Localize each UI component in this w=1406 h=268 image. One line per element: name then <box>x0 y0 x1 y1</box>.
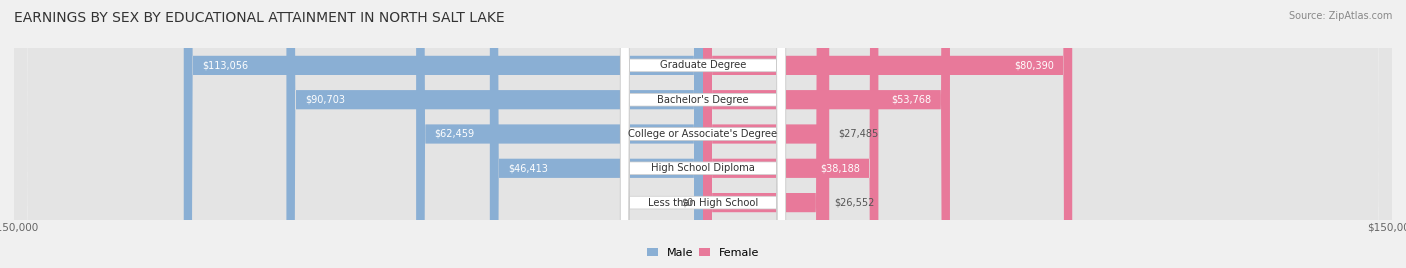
Text: Less than High School: Less than High School <box>648 198 758 208</box>
FancyBboxPatch shape <box>184 0 703 268</box>
FancyBboxPatch shape <box>489 0 703 268</box>
FancyBboxPatch shape <box>14 0 1392 268</box>
FancyBboxPatch shape <box>703 0 879 268</box>
FancyBboxPatch shape <box>620 0 786 268</box>
FancyBboxPatch shape <box>620 0 786 268</box>
Text: $80,390: $80,390 <box>1014 60 1054 70</box>
FancyBboxPatch shape <box>703 0 830 268</box>
Text: $62,459: $62,459 <box>434 129 475 139</box>
Text: $53,768: $53,768 <box>891 95 932 105</box>
FancyBboxPatch shape <box>620 0 786 268</box>
Text: Bachelor's Degree: Bachelor's Degree <box>657 95 749 105</box>
FancyBboxPatch shape <box>416 0 703 268</box>
Text: $26,552: $26,552 <box>834 198 875 208</box>
FancyBboxPatch shape <box>703 0 950 268</box>
Text: College or Associate's Degree: College or Associate's Degree <box>628 129 778 139</box>
FancyBboxPatch shape <box>703 0 825 268</box>
Text: $90,703: $90,703 <box>305 95 344 105</box>
FancyBboxPatch shape <box>287 0 703 268</box>
Text: $27,485: $27,485 <box>838 129 879 139</box>
FancyBboxPatch shape <box>620 0 786 268</box>
Text: $46,413: $46,413 <box>508 163 548 173</box>
Legend: Male, Female: Male, Female <box>643 243 763 262</box>
FancyBboxPatch shape <box>14 0 1392 268</box>
FancyBboxPatch shape <box>14 0 1392 268</box>
Text: Source: ZipAtlas.com: Source: ZipAtlas.com <box>1288 11 1392 21</box>
Text: High School Diploma: High School Diploma <box>651 163 755 173</box>
FancyBboxPatch shape <box>703 0 1073 268</box>
Text: $113,056: $113,056 <box>202 60 249 70</box>
Text: $0: $0 <box>682 198 693 208</box>
FancyBboxPatch shape <box>620 0 786 268</box>
Text: EARNINGS BY SEX BY EDUCATIONAL ATTAINMENT IN NORTH SALT LAKE: EARNINGS BY SEX BY EDUCATIONAL ATTAINMEN… <box>14 11 505 25</box>
FancyBboxPatch shape <box>14 0 1392 268</box>
Text: $38,188: $38,188 <box>820 163 860 173</box>
FancyBboxPatch shape <box>14 0 1392 268</box>
Text: Graduate Degree: Graduate Degree <box>659 60 747 70</box>
